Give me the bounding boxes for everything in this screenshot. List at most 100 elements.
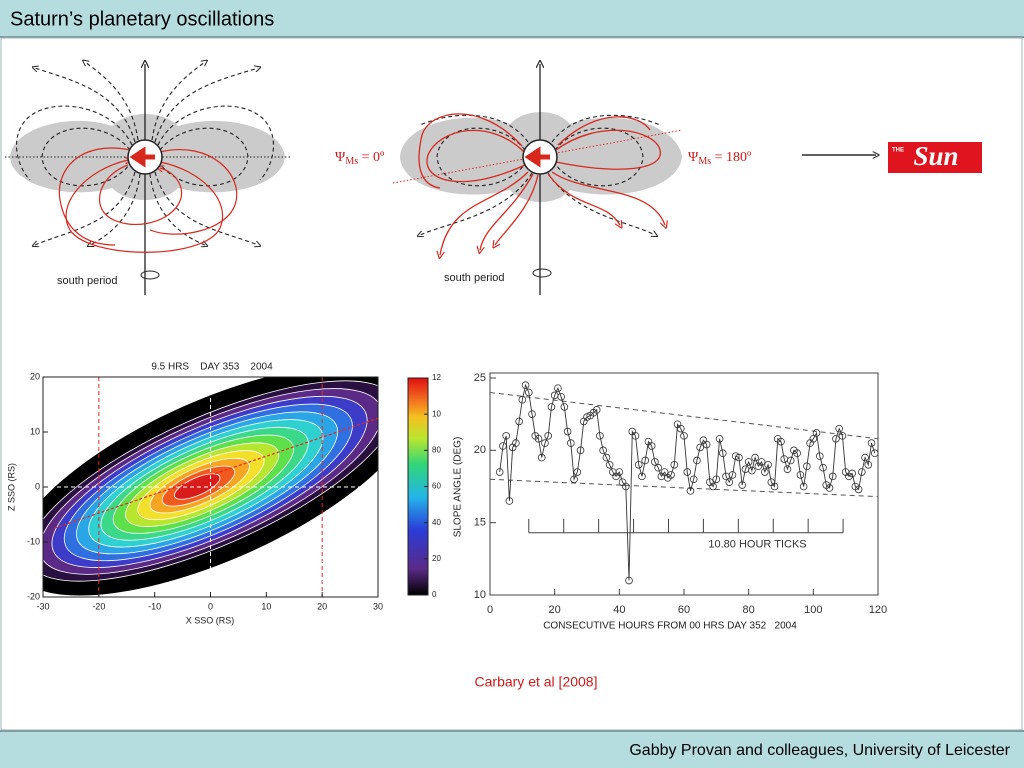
left-diagram-part-part — [58, 147, 131, 246]
data-point — [693, 456, 701, 465]
data-point — [680, 432, 688, 440]
data-point — [738, 481, 746, 489]
data-point — [512, 439, 520, 447]
left-diagram-part-part — [65, 160, 223, 253]
x-tick-label: 10 — [261, 601, 271, 611]
x-tick-label: 80 — [743, 604, 755, 616]
data-point — [515, 417, 523, 426]
colorbar-label: 80 — [432, 445, 441, 454]
data-point — [761, 468, 769, 476]
fit-line — [53, 417, 378, 529]
data-point — [499, 442, 507, 450]
data-point — [560, 403, 569, 411]
x-tick-label: 20 — [317, 601, 327, 611]
phase-sub: Ms — [345, 156, 358, 167]
data-point — [770, 482, 779, 491]
data-point — [854, 485, 863, 494]
stat-name: NPT — [298, 541, 314, 550]
colorbar-label: 40 — [432, 518, 441, 527]
phase-symbol: Ψ — [688, 150, 699, 165]
x-tick-label: 30 — [373, 601, 383, 611]
stat-value: 0.5 — [333, 558, 345, 567]
series-line — [499, 383, 876, 581]
phase-label: ΨMs = 0º — [335, 150, 385, 167]
right-diagram-part-part — [551, 114, 661, 143]
data-point — [554, 384, 562, 392]
left-diagram-part-part — [159, 127, 249, 187]
data-point — [495, 468, 504, 476]
data-point — [715, 434, 724, 443]
right-diagram-part-part — [418, 113, 523, 189]
left-diagram-part-part — [90, 173, 141, 245]
y-tick-label: 15 — [474, 517, 486, 529]
right-diagram-part-part — [420, 172, 533, 235]
x-tick-label: 40 — [613, 604, 625, 616]
stat-value: 22.9 — [333, 575, 349, 584]
data-point — [518, 395, 527, 404]
data-point — [748, 466, 756, 475]
phase-value: = 0º — [358, 150, 385, 165]
colorbar-label: 10 — [432, 409, 441, 418]
y-tick-label: 20 — [30, 371, 40, 381]
logo-box — [888, 142, 982, 173]
data-point — [660, 468, 669, 476]
data-point — [799, 482, 808, 491]
data-point — [828, 472, 837, 481]
data-point — [676, 424, 685, 433]
data-point — [534, 434, 543, 443]
data-point — [605, 460, 614, 469]
right-diagram-part-part — [480, 173, 534, 250]
x-tick-label: -10 — [148, 601, 161, 611]
data-point — [557, 393, 565, 401]
diagram-caption: south period — [57, 275, 118, 287]
data-point — [654, 463, 662, 472]
y-tick-label: 0 — [35, 481, 40, 491]
x-tick-label: 120 — [869, 604, 887, 616]
data-point — [524, 388, 533, 397]
phase-label: ΨMs = 180º — [688, 150, 752, 167]
data-point — [718, 449, 727, 458]
trend-line — [489, 478, 879, 498]
colorbar-label: 0 — [432, 590, 437, 599]
right-diagram-part — [418, 113, 665, 255]
left-diagram-part — [129, 146, 155, 168]
y-tick-label: 10 — [30, 426, 40, 436]
data-point — [764, 460, 772, 469]
x-tick-label: -20 — [92, 601, 105, 611]
phase-value: = 180º — [711, 150, 752, 165]
data-point — [728, 471, 737, 479]
right-diagram-part-part — [551, 171, 665, 225]
data-point — [786, 456, 795, 465]
x-tick-label: 20 — [549, 604, 561, 616]
y-axis-label: SLOPE ANGLE (DEG) — [453, 437, 464, 538]
x-tick-label: -30 — [36, 601, 49, 611]
left-diagram-part-part — [149, 173, 205, 245]
right-diagram-part-part — [426, 129, 526, 183]
x-tick-label: 0 — [487, 604, 493, 616]
colorbar-label: 20 — [432, 554, 441, 563]
left-diagram-part-part — [35, 171, 136, 245]
data-point — [702, 440, 711, 449]
stat-separator — [322, 561, 327, 565]
data-point — [819, 463, 827, 472]
data-point — [696, 443, 704, 452]
x-axis-label: X SSO (RS) — [186, 615, 235, 625]
data-point — [563, 427, 572, 436]
stat-name: STD — [298, 558, 314, 567]
left-diagram-part-part — [151, 62, 205, 141]
data-point — [757, 458, 766, 466]
data-point — [751, 453, 759, 462]
data-point — [544, 432, 552, 440]
header-bar — [0, 0, 1024, 37]
data-point — [803, 462, 811, 471]
data-point — [838, 432, 847, 440]
x-tick-label: 100 — [804, 604, 822, 616]
right-diagram-part-part — [547, 173, 620, 225]
data-point — [576, 446, 585, 455]
data-point — [567, 439, 575, 447]
data-point — [592, 406, 601, 414]
data-point — [686, 487, 695, 495]
data-point — [670, 460, 679, 469]
data-point — [864, 460, 873, 469]
